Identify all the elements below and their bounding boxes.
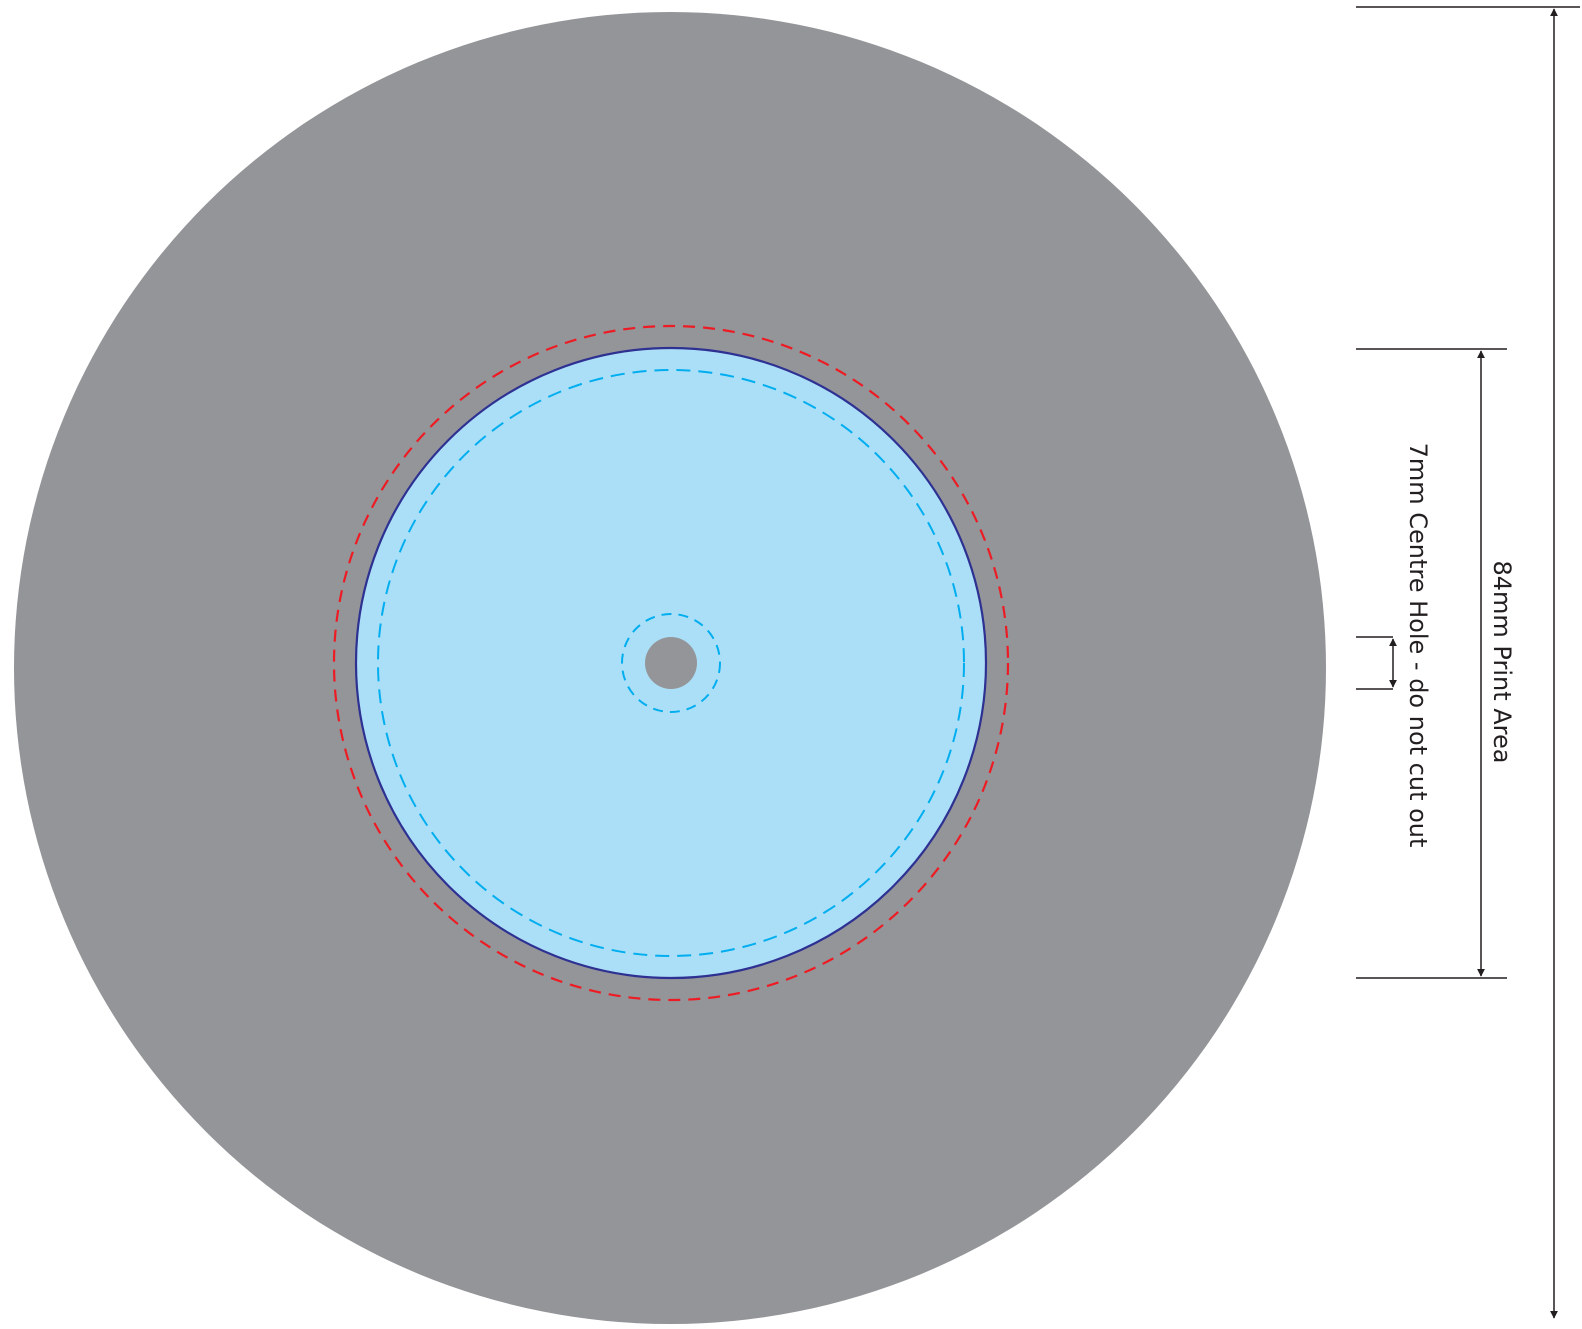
centre-hole-guide-circle (621, 613, 721, 713)
safe-zone-circle (377, 369, 965, 957)
record-height-dimension (1356, 6, 1580, 1319)
centre-hole-label: 7mm Centre Hole - do not cut out (1404, 443, 1432, 848)
print-area-label: 84mm Print Area (1488, 561, 1516, 764)
bleed-guide-circle (332, 324, 1010, 1002)
centre-hole (645, 637, 697, 689)
print-area-dimension: 84mm Print Area (1356, 348, 1516, 979)
centre-hole-dimension: 7mm Centre Hole - do not cut out (1356, 443, 1432, 848)
